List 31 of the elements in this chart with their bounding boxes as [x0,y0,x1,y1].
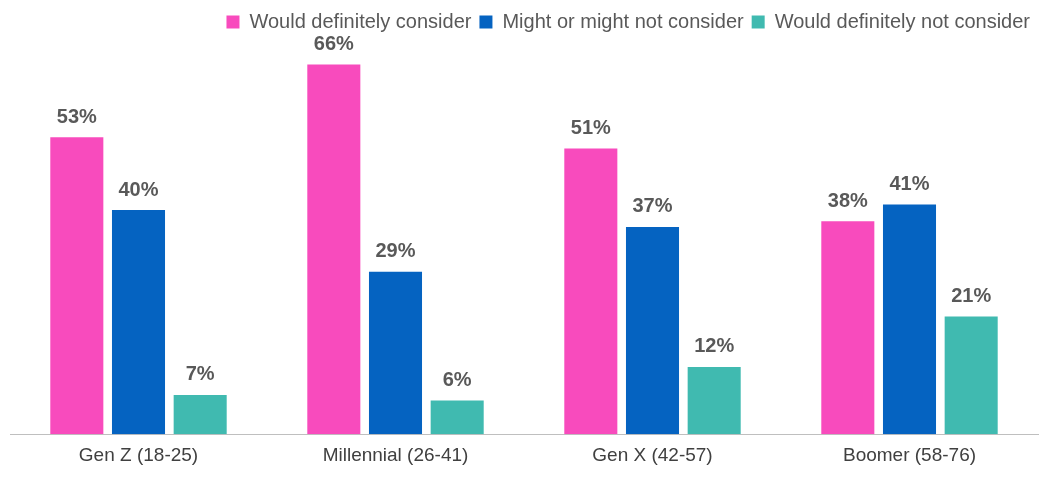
data-label: 66% [313,31,355,54]
x-tick-label: Millennial (26-41) [322,443,469,465]
legend-label: Would definitely not consider [774,9,1031,32]
data-label: 12% [694,334,735,357]
bar [687,366,741,435]
bar [564,148,618,435]
bar [944,316,998,435]
legend-label: Would definitely consider [249,9,472,32]
legend-label: Might or might not consider [502,9,745,32]
data-label: 37% [632,194,673,217]
data-label: 7% [185,362,215,385]
bar [50,137,104,435]
data-label: 38% [827,188,869,211]
bar [882,204,937,435]
data-label: 29% [375,239,416,262]
bar [173,394,227,435]
data-label: 21% [951,284,992,307]
data-label: 40% [118,177,159,200]
bar [307,64,361,435]
data-label: 41% [889,172,930,194]
bar [625,226,680,435]
bar [430,400,484,435]
data-label: 6% [442,368,472,391]
data-label: 53% [56,104,98,127]
bar [111,210,166,435]
x-tick-label: Gen X (42-57) [592,443,713,465]
x-tick-label: Boomer (58-76) [842,443,977,465]
x-tick-label: Gen Z (18-25) [78,443,199,465]
bar [368,271,423,435]
data-label: 51% [570,115,612,138]
bar [821,221,875,435]
